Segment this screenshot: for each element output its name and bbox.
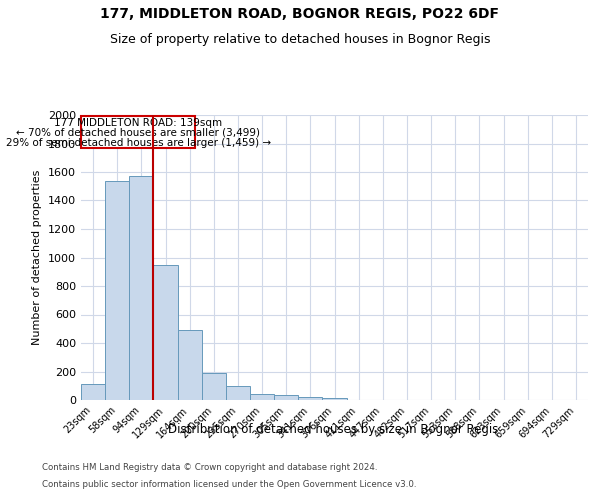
Text: 177, MIDDLETON ROAD, BOGNOR REGIS, PO22 6DF: 177, MIDDLETON ROAD, BOGNOR REGIS, PO22 … xyxy=(101,8,499,22)
Text: Distribution of detached houses by size in Bognor Regis: Distribution of detached houses by size … xyxy=(168,422,498,436)
Bar xyxy=(202,373,226,400)
Y-axis label: Number of detached properties: Number of detached properties xyxy=(32,170,43,345)
Bar xyxy=(129,176,154,400)
Text: Contains public sector information licensed under the Open Government Licence v3: Contains public sector information licen… xyxy=(42,480,416,489)
Bar xyxy=(274,395,298,400)
Bar xyxy=(154,264,178,400)
Text: Size of property relative to detached houses in Bognor Regis: Size of property relative to detached ho… xyxy=(110,32,490,46)
Bar xyxy=(250,394,274,400)
FancyBboxPatch shape xyxy=(82,116,195,148)
Text: Contains HM Land Registry data © Crown copyright and database right 2024.: Contains HM Land Registry data © Crown c… xyxy=(42,462,377,471)
Text: 177 MIDDLETON ROAD: 139sqm: 177 MIDDLETON ROAD: 139sqm xyxy=(54,118,222,128)
Bar xyxy=(105,180,129,400)
Bar xyxy=(81,384,105,400)
Bar xyxy=(322,398,347,400)
Bar xyxy=(226,386,250,400)
Bar xyxy=(298,397,322,400)
Bar xyxy=(178,330,202,400)
Text: ← 70% of detached houses are smaller (3,499): ← 70% of detached houses are smaller (3,… xyxy=(16,128,260,138)
Text: 29% of semi-detached houses are larger (1,459) →: 29% of semi-detached houses are larger (… xyxy=(5,138,271,147)
